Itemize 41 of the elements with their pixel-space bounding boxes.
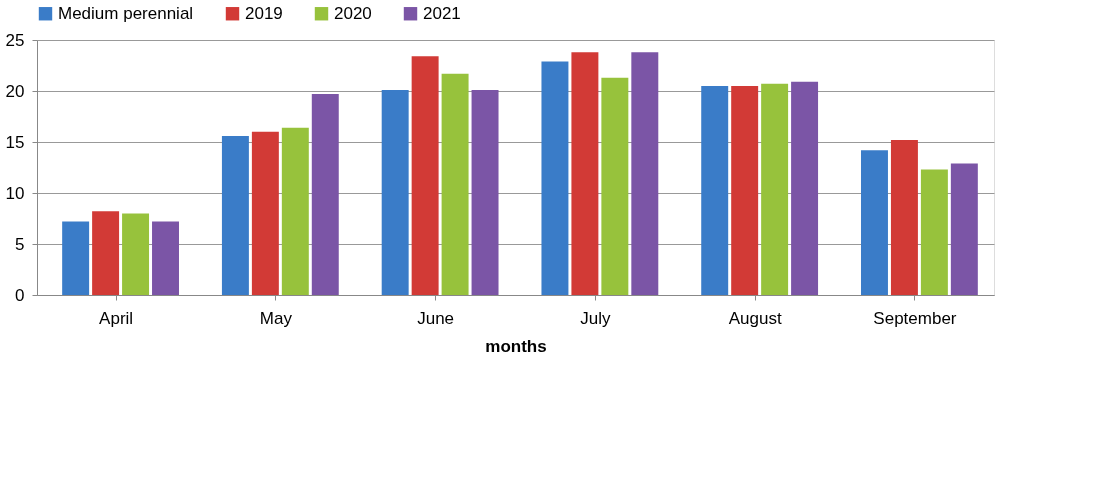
bar [62,221,90,295]
legend-label: 2021 [423,3,461,23]
legend-label: Medium perennial [58,3,194,23]
bar [311,94,339,295]
bar [411,56,439,295]
bar [122,213,150,295]
bar [860,150,888,295]
x-tick-label: August [728,308,782,328]
bar [381,89,409,295]
bar [92,211,120,295]
x-tick-label: September [873,308,957,328]
y-tick-label: 20 [5,81,25,101]
bar [701,85,729,295]
bar [601,77,629,295]
y-tick-label: 0 [15,285,25,305]
x-tick-label: May [259,308,293,328]
y-tick-label: 25 [5,30,25,50]
bar [541,61,569,295]
bar [471,89,499,295]
bar [281,127,309,295]
bar [731,85,759,295]
y-tick-label: 15 [5,132,25,152]
bar [890,139,918,295]
legend-label: 2019 [245,3,283,23]
bar [950,163,978,295]
bar [571,52,599,295]
y-tick-label: 10 [5,183,25,203]
bar [152,221,179,295]
bar [251,131,279,295]
bar [221,135,249,295]
x-tick-label: April [99,308,134,328]
legend-label: 2020 [334,3,372,23]
bar [631,52,659,295]
x-tick-label: June [417,308,455,328]
bar [441,73,469,295]
bar [791,81,819,295]
bar [761,83,789,295]
x-axis-title: months [485,336,547,356]
y-tick-label: 5 [15,234,25,254]
bar [920,169,948,295]
x-tick-label: July [580,308,611,328]
